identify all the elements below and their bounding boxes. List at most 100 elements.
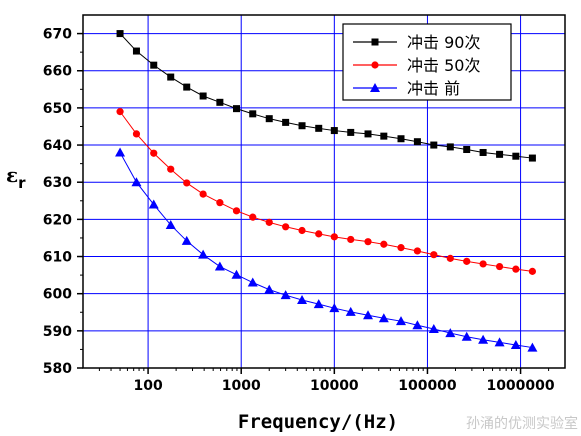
y-tick-label: 650 — [43, 101, 72, 117]
data-point — [199, 190, 207, 198]
data-point — [380, 132, 388, 140]
x-tick-label: 100000 — [398, 378, 457, 394]
data-point — [430, 141, 438, 149]
legend-marker — [371, 38, 379, 46]
data-point — [495, 262, 504, 271]
legend-marker — [371, 61, 379, 69]
data-point — [247, 277, 258, 287]
data-point — [297, 295, 308, 305]
data-point — [527, 342, 538, 352]
x-tick-label: 100 — [133, 378, 162, 394]
data-point — [183, 179, 191, 187]
data-point — [430, 251, 438, 259]
data-point — [446, 143, 454, 151]
data-point — [496, 150, 504, 158]
y-axis-title-sub: r — [18, 174, 26, 192]
data-point — [413, 138, 421, 146]
legend-label: 冲击 50次 — [407, 56, 480, 75]
x-tick-label: 1000000 — [486, 378, 554, 394]
y-axis-title: εr — [6, 163, 26, 192]
data-point — [216, 98, 224, 106]
legend-label: 冲击 前 — [407, 79, 460, 98]
y-tick-label: 600 — [43, 287, 72, 303]
x-tick-label: 1000 — [222, 378, 261, 394]
data-point — [364, 238, 372, 246]
axis-ticks — [77, 32, 550, 374]
data-point — [313, 299, 324, 309]
data-point — [282, 118, 290, 126]
y-tick-label: 660 — [43, 64, 72, 80]
series-3 — [115, 147, 538, 352]
data-point — [330, 233, 338, 241]
y-tick-label: 580 — [43, 361, 72, 377]
data-point — [512, 265, 520, 273]
watermark-text: 孙涌的优测实验室 — [466, 415, 578, 432]
data-point — [183, 83, 191, 91]
data-point — [115, 147, 126, 157]
data-point — [298, 122, 306, 130]
data-point — [479, 260, 487, 268]
data-point — [528, 154, 536, 162]
data-point — [198, 249, 209, 259]
legend-box — [342, 23, 512, 101]
data-point — [412, 320, 423, 330]
data-point — [264, 284, 275, 294]
data-point — [479, 148, 487, 156]
legend-marker — [370, 83, 380, 92]
x-axis-title: Frequency/(Hz) — [238, 411, 398, 433]
data-point — [397, 135, 405, 143]
data-point — [528, 267, 537, 275]
y-tick-label: 620 — [43, 212, 72, 228]
data-point — [329, 303, 340, 313]
data-point — [445, 328, 456, 338]
data-point — [446, 254, 454, 262]
y-tick-label: 670 — [43, 27, 72, 43]
data-point — [396, 316, 407, 326]
legend-entry: 冲击 50次 — [353, 56, 480, 75]
data-point — [378, 313, 389, 323]
data-point — [282, 223, 290, 231]
tick-labels: 580 590 600 610 620 630 640 650 660 670 100 1000 100… — [43, 27, 555, 394]
data-point — [345, 306, 356, 316]
data-point — [380, 240, 388, 248]
y-tick-label: 640 — [43, 138, 72, 154]
data-point — [167, 165, 175, 173]
data-point — [214, 261, 225, 271]
data-point — [413, 247, 422, 255]
data-point — [167, 73, 175, 81]
data-point — [510, 339, 521, 349]
data-point — [463, 257, 471, 265]
data-point — [165, 219, 176, 229]
data-point — [347, 128, 355, 136]
data-point — [116, 108, 124, 116]
data-point — [364, 130, 372, 138]
data-point — [397, 244, 405, 252]
data-point — [132, 47, 140, 55]
data-point — [280, 290, 291, 300]
data-point — [315, 230, 323, 238]
data-point — [265, 115, 273, 123]
y-tick-label: 610 — [43, 250, 72, 266]
series-layer — [115, 30, 538, 352]
legend-entry: 冲击 前 — [353, 79, 460, 98]
data-point — [363, 310, 374, 320]
y-tick-label: 630 — [43, 175, 72, 191]
data-point — [181, 235, 192, 245]
data-point — [512, 152, 520, 160]
data-point — [298, 226, 306, 235]
legend-entry: 冲击 90次 — [353, 33, 480, 52]
data-point — [428, 323, 439, 333]
plot-frame — [82, 14, 566, 369]
data-point — [232, 207, 241, 215]
data-point — [330, 127, 338, 135]
x-tick-label: 10000 — [310, 378, 359, 394]
data-point — [249, 213, 257, 221]
data-point — [249, 110, 257, 118]
legend-label: 冲击 90次 — [407, 33, 480, 52]
data-point — [231, 269, 242, 279]
data-point — [232, 105, 240, 113]
data-point — [478, 334, 489, 344]
data-point — [116, 30, 124, 38]
